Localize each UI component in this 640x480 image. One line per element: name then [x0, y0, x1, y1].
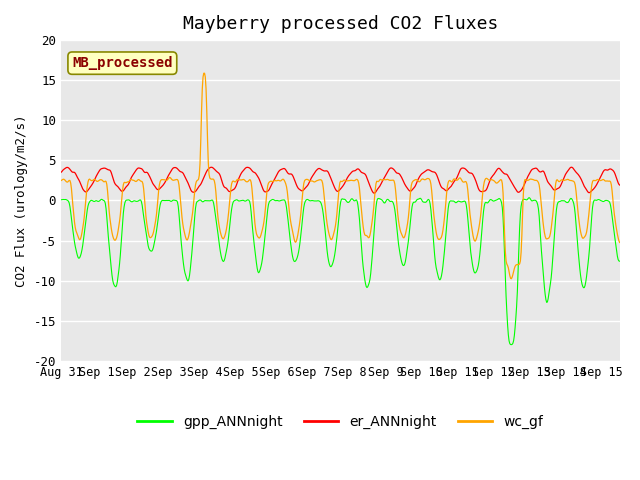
Y-axis label: CO2 Flux (urology/m2/s): CO2 Flux (urology/m2/s) [15, 114, 28, 287]
Legend: gpp_ANNnight, er_ANNnight, wc_gf: gpp_ANNnight, er_ANNnight, wc_gf [132, 409, 548, 434]
Text: MB_processed: MB_processed [72, 56, 173, 70]
Title: Mayberry processed CO2 Fluxes: Mayberry processed CO2 Fluxes [182, 15, 498, 33]
